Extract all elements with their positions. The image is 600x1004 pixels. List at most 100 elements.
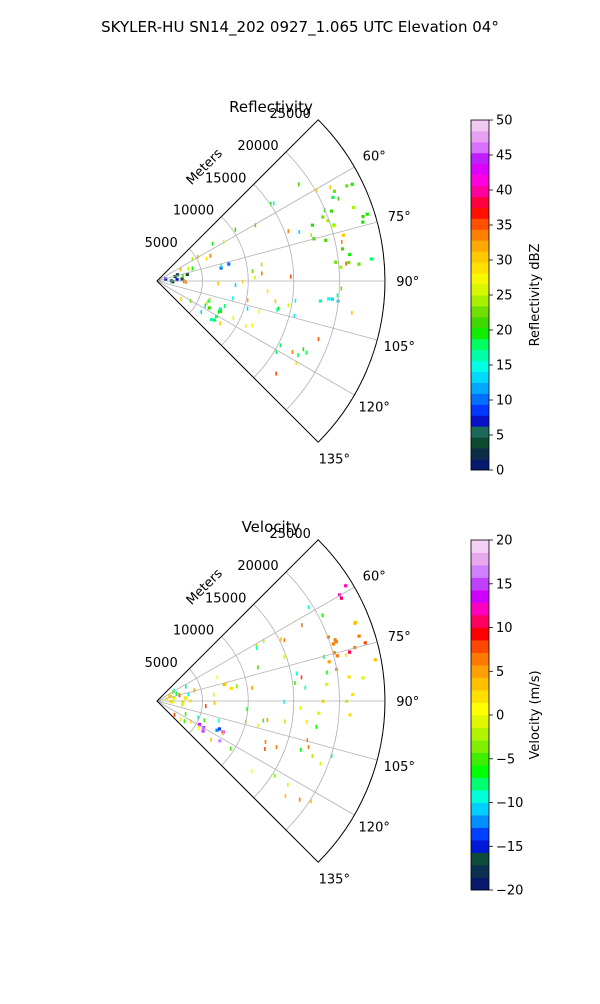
panel-title: Reflectivity bbox=[229, 98, 313, 116]
radial-tick-label: 5000 bbox=[145, 656, 178, 671]
echo-bin bbox=[324, 238, 328, 242]
echo-bin bbox=[307, 745, 310, 750]
echo-bin bbox=[213, 318, 217, 322]
angle-tick-label: 75° bbox=[388, 210, 411, 225]
echo-bin bbox=[337, 196, 340, 201]
colorbar-segment bbox=[471, 802, 489, 816]
echo-bin bbox=[336, 293, 339, 298]
echo-bin bbox=[297, 353, 299, 358]
echo-bin bbox=[310, 233, 312, 238]
echo-bin bbox=[229, 686, 233, 690]
echo-bin bbox=[251, 269, 254, 274]
echo-bin bbox=[185, 272, 189, 276]
echo-bin bbox=[180, 277, 184, 281]
echo-bin bbox=[217, 281, 219, 286]
echo-bin bbox=[311, 754, 314, 759]
colorbar-tick-label: 30 bbox=[496, 254, 513, 269]
echo-bin bbox=[216, 675, 218, 680]
echo-bin bbox=[332, 651, 336, 655]
colorbar-tick-label: 0 bbox=[496, 464, 504, 479]
echo-bin bbox=[326, 635, 330, 639]
colorbar-segment bbox=[471, 627, 489, 641]
echo-bin bbox=[209, 317, 213, 322]
echo-bin bbox=[197, 715, 199, 720]
radial-tick-label: 10000 bbox=[173, 204, 214, 219]
colorbar-segment bbox=[471, 218, 489, 230]
echo-bin bbox=[295, 360, 297, 365]
echo-bin bbox=[323, 208, 326, 213]
echo-bin bbox=[197, 723, 202, 727]
echo-bin bbox=[198, 726, 200, 731]
echo-bin bbox=[236, 684, 238, 689]
echo-bin bbox=[211, 241, 214, 246]
colorbar-segment bbox=[471, 790, 489, 803]
echo-bin bbox=[255, 643, 258, 648]
echo-bin bbox=[300, 747, 302, 752]
echo-bin bbox=[246, 707, 248, 712]
echo-bin bbox=[330, 209, 334, 213]
echo-bin bbox=[222, 239, 225, 244]
echo-bin bbox=[298, 230, 301, 234]
echo-bin bbox=[331, 224, 335, 228]
echo-bin bbox=[258, 309, 260, 314]
echo-bin bbox=[317, 711, 321, 715]
echo-bin bbox=[222, 731, 225, 736]
echo-bin bbox=[262, 718, 265, 723]
echo-bin bbox=[345, 184, 349, 188]
colorbar-segment bbox=[471, 273, 489, 285]
colorbar-segment bbox=[471, 577, 489, 591]
echo-bin bbox=[205, 256, 208, 261]
colorbar-segment bbox=[471, 120, 489, 132]
echo-bin bbox=[182, 701, 185, 706]
echo-bin bbox=[283, 638, 286, 643]
echo-bin bbox=[330, 753, 333, 758]
colorbar-segment bbox=[471, 740, 489, 753]
angle-tick-label: 90° bbox=[396, 695, 419, 710]
echo-bin bbox=[291, 350, 294, 354]
colorbar-segment bbox=[471, 229, 489, 241]
echo-bin bbox=[305, 719, 308, 724]
echo-bin bbox=[189, 299, 192, 303]
echo-bin bbox=[205, 704, 207, 709]
echo-bin bbox=[357, 262, 361, 266]
colorbar-segment bbox=[471, 360, 489, 372]
echo-bin bbox=[345, 653, 347, 658]
echo-bin bbox=[241, 279, 244, 284]
echo-bin bbox=[293, 313, 296, 318]
echo-bin bbox=[213, 700, 216, 705]
colorbar-segment bbox=[471, 602, 489, 616]
echo-bin bbox=[279, 343, 282, 348]
echo-bin bbox=[207, 306, 211, 310]
echo-bin bbox=[193, 688, 196, 693]
colorbar-segment bbox=[471, 827, 489, 841]
echo-bin bbox=[266, 289, 269, 294]
colorbar-segment bbox=[471, 316, 489, 329]
echo-bin bbox=[254, 223, 257, 228]
echo-bin bbox=[351, 693, 355, 697]
colorbar-segment bbox=[471, 765, 489, 778]
colorbar-segment bbox=[471, 141, 489, 154]
colorbar-tick-label: 50 bbox=[496, 114, 513, 129]
echo-bin bbox=[250, 769, 253, 774]
colorbar-tick-label: −10 bbox=[496, 796, 523, 811]
echo-bin bbox=[182, 273, 184, 278]
echo-bin bbox=[222, 683, 226, 687]
echo-bin bbox=[175, 691, 178, 696]
echo-bin bbox=[190, 719, 192, 724]
echo-bin bbox=[230, 746, 232, 751]
echo-bin bbox=[305, 350, 308, 355]
echo-bin bbox=[231, 296, 234, 301]
echo-bin bbox=[204, 303, 207, 308]
echo-bin bbox=[333, 638, 337, 642]
colorbar-tick-label: 0 bbox=[496, 709, 504, 724]
colorbar-segment bbox=[471, 415, 489, 427]
echo-bin bbox=[245, 324, 247, 329]
sector-frame bbox=[156, 539, 386, 863]
echo-bin bbox=[299, 706, 302, 710]
echo-bin bbox=[219, 266, 223, 270]
radial-tick-label: 25000 bbox=[270, 107, 311, 122]
colorbar-segment bbox=[471, 865, 489, 878]
colorbar-segment bbox=[471, 196, 489, 208]
echo-bin bbox=[218, 718, 220, 723]
echo-bin bbox=[209, 253, 212, 258]
